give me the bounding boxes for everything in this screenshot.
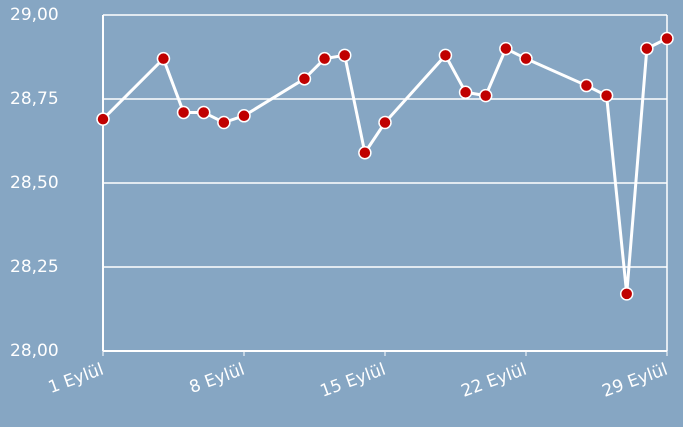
y-tick-label: 29,00 [10,5,59,25]
line [101,37,668,295]
marker [438,48,453,63]
marker [499,41,513,56]
x-tick-label: 15 Eylül [318,360,389,402]
marker [619,287,634,301]
marker [337,48,352,63]
marker [458,85,473,100]
y-tick-label: 28,00 [10,341,59,361]
marker [297,72,312,86]
marker [478,88,493,103]
marker [176,105,191,120]
marker [579,78,594,93]
marker [378,115,392,130]
x-tick-label: 1 Eylül [46,360,107,398]
y-tick-label: 28,75 [10,89,59,109]
marker [196,105,211,120]
marker [519,51,533,66]
marker [237,109,251,123]
y-tick-label: 28,50 [10,173,59,193]
marker [317,51,332,66]
marker [217,115,231,130]
marker [96,112,110,126]
y-tick-label: 28,25 [10,257,59,277]
marker [156,51,171,66]
marker [599,88,614,103]
marker [640,41,654,56]
marker [358,146,372,160]
x-tick-label: 29 Eylül [600,360,671,402]
x-tick-label: 8 Eylül [187,360,248,398]
x-tick-label: 22 Eylül [459,360,530,402]
marker [660,31,674,46]
